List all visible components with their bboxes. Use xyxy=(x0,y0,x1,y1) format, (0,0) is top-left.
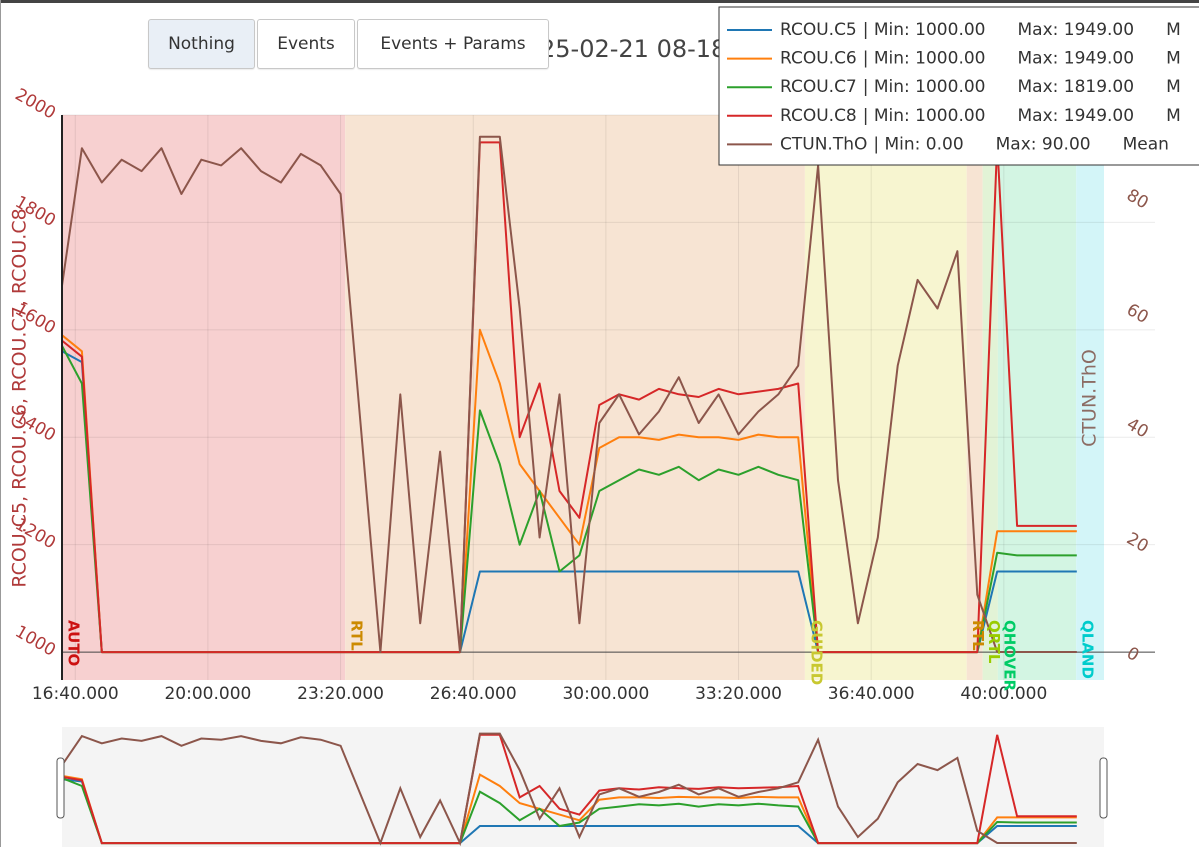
slider-line xyxy=(62,732,1077,847)
button[interactable]: Nothing xyxy=(148,19,255,69)
mode-band xyxy=(62,115,346,680)
legend-entry: RCOU.C7 | Min: 1000.00 Max: 1819.00 M xyxy=(780,77,1181,97)
legend-text: | Min: 0.00 xyxy=(873,134,963,154)
data-line xyxy=(61,135,1077,653)
button[interactable]: Events + Params xyxy=(357,19,549,69)
y-tick-label: 2000 xyxy=(12,85,59,124)
legend-text: M xyxy=(1166,20,1181,40)
mode-band xyxy=(1076,115,1104,680)
left-border xyxy=(0,0,1,847)
mode-band xyxy=(966,115,983,680)
button[interactable]: Events xyxy=(257,19,355,69)
legend-text: Max: 1949.00 xyxy=(1017,106,1134,126)
mode-label: RTL xyxy=(348,620,366,651)
x-tick-label: 26:40.000 xyxy=(430,684,517,704)
y2-tick-label: 0 xyxy=(1123,643,1142,666)
mode-label: QRTL xyxy=(985,620,1003,664)
y2-tick-label: 40 xyxy=(1123,414,1152,442)
y2-tick-label: 20 xyxy=(1123,529,1152,557)
mode-label: GUIDED xyxy=(807,620,825,685)
range-handle[interactable] xyxy=(56,757,65,819)
legend-text: | Min: 1000.00 xyxy=(863,77,986,97)
legend-entry: RCOU.C6 | Min: 1000.00 Max: 1949.00 M xyxy=(780,49,1181,69)
mode-band xyxy=(982,115,998,680)
range-handle[interactable] xyxy=(1099,757,1108,819)
x-tick-label: 33:20.000 xyxy=(695,684,782,704)
legend-entry: RCOU.C8 | Min: 1000.00 Max: 1949.00 M xyxy=(780,106,1181,126)
x-tick-label: 20:00.000 xyxy=(164,684,251,704)
x-tick-label: 40:00.000 xyxy=(960,684,1047,704)
x-tick-label: 16:40.000 xyxy=(32,684,119,704)
legend-text: Max: 1949.00 xyxy=(1017,20,1134,40)
legend-text: Mean xyxy=(1123,134,1169,154)
mode-label: QLAND xyxy=(1079,620,1097,679)
legend-text: | Min: 1000.00 xyxy=(863,49,986,69)
top-border xyxy=(0,0,1199,3)
x-tick-label: 36:40.000 xyxy=(828,684,915,704)
y-tick-label: 1000 xyxy=(12,622,59,661)
x-tick-label: 30:00.000 xyxy=(562,684,649,704)
legend-text: M xyxy=(1166,106,1181,126)
legend-text: RCOU.C7 xyxy=(780,77,857,97)
mode-label: QHOVER xyxy=(1000,620,1018,692)
legend-text: Max: 1949.00 xyxy=(1017,49,1134,69)
y2-axis-title: CTUN.ThO xyxy=(1079,349,1101,447)
legend-entry: CTUN.ThO | Min: 0.00 Max: 90.00 Mean xyxy=(780,134,1169,154)
legend-text: Max: 1819.00 xyxy=(1017,77,1134,97)
legend-text: RCOU.C6 xyxy=(780,49,857,69)
legend-box xyxy=(718,6,1199,166)
y2-tick-label: 60 xyxy=(1123,300,1152,328)
y-axis-title: RCOU.C5, RCOU.C6, RCOU.C7, RCOU.C8 xyxy=(9,208,31,587)
legend-text: Max: 90.00 xyxy=(996,134,1091,154)
legend-text: | Min: 1000.00 xyxy=(863,106,986,126)
mode-band xyxy=(804,115,967,680)
mode-label: AUTO xyxy=(65,620,83,666)
x-tick-label: 23:20.000 xyxy=(297,684,384,704)
y2-tick-label: 80 xyxy=(1123,185,1152,213)
legend-text: | Min: 1000.00 xyxy=(863,20,986,40)
legend-text: M xyxy=(1166,77,1181,97)
legend-text: M xyxy=(1166,49,1181,69)
legend-text: CTUN.ThO xyxy=(780,134,867,154)
mode-label: RTL xyxy=(969,620,987,651)
legend-text: RCOU.C5 xyxy=(780,20,857,40)
mode-band xyxy=(345,115,805,680)
legend-entry: RCOU.C5 | Min: 1000.00 Max: 1949.00 M xyxy=(780,20,1181,40)
legend-text: RCOU.C8 xyxy=(780,106,857,126)
